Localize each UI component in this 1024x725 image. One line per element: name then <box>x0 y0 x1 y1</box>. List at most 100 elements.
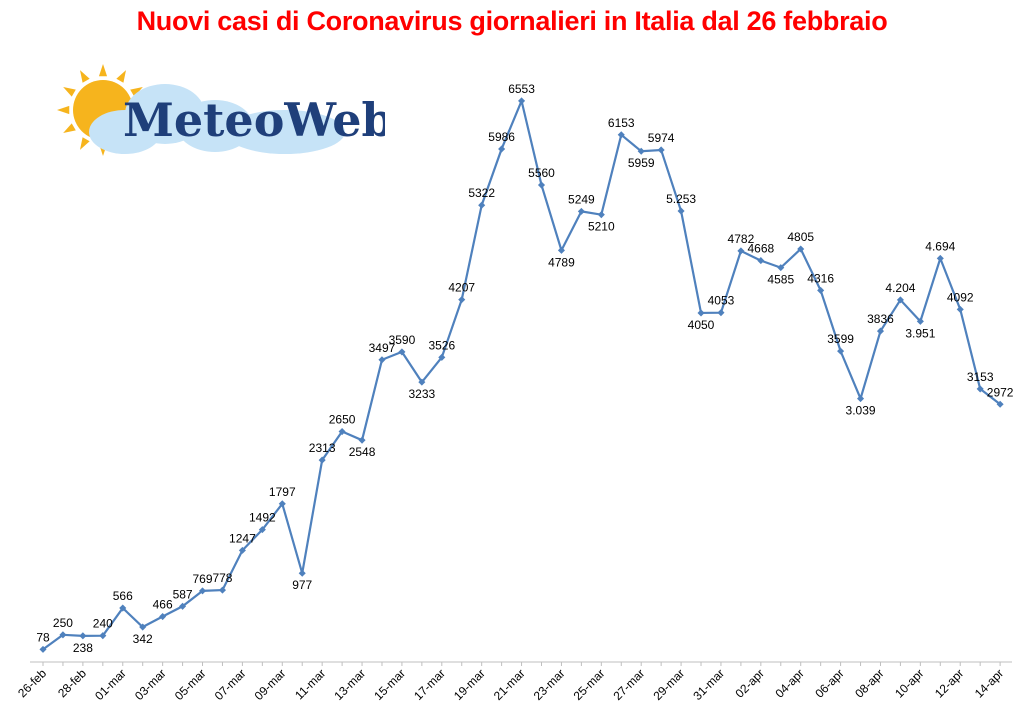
data-point <box>378 356 386 364</box>
data-point <box>737 247 745 255</box>
chart-title: Nuovi casi di Coronavirus giornalieri in… <box>136 6 888 36</box>
data-label: 2548 <box>349 445 376 459</box>
data-label: 977 <box>292 578 312 592</box>
data-point <box>438 353 446 361</box>
data-label: 3526 <box>428 338 455 352</box>
sun-ray <box>63 87 76 97</box>
data-label: 566 <box>113 589 133 603</box>
data-label: 250 <box>53 616 73 630</box>
data-label: 2972 <box>987 385 1014 399</box>
data-label: 3.039 <box>846 404 876 418</box>
data-label: 3836 <box>867 312 894 326</box>
x-tick-label: 09-mar <box>252 666 289 703</box>
data-point <box>577 207 585 215</box>
data-point <box>198 587 207 595</box>
x-tick-label: 04-apr <box>772 666 806 700</box>
x-tick-label: 11-mar <box>292 666 328 702</box>
data-point <box>458 296 466 304</box>
x-tick-label: 27-mar <box>611 666 648 703</box>
data-point <box>119 604 127 612</box>
data-point <box>358 436 366 444</box>
data-point <box>697 309 705 317</box>
x-tick-label: 12-apr <box>932 666 966 700</box>
data-label: 3153 <box>967 370 994 384</box>
data-label: 769 <box>193 572 213 586</box>
data-point <box>857 395 865 403</box>
data-label: 778 <box>212 571 232 585</box>
data-point <box>817 286 825 294</box>
data-point <box>238 546 246 554</box>
data-point <box>59 631 67 639</box>
x-axis-ticks <box>42 662 1001 666</box>
data-point <box>159 612 167 621</box>
x-tick-label: 03-mar <box>132 666 169 703</box>
x-tick-label: 02-apr <box>733 666 767 700</box>
data-point <box>936 254 944 262</box>
sun-ray <box>63 123 76 133</box>
x-tick-label: 26-feb <box>15 666 49 700</box>
data-label: 3599 <box>827 332 854 346</box>
data-point <box>318 456 326 464</box>
data-point <box>298 569 306 577</box>
sun-ray <box>57 105 70 115</box>
x-tick-label: 17-mar <box>411 666 448 703</box>
data-label: 1797 <box>269 485 296 499</box>
data-point <box>218 586 226 594</box>
series-line <box>42 97 1001 651</box>
sun-ray <box>116 70 126 83</box>
logo-wordmark: MeteoWeb <box>123 93 385 147</box>
data-label: 4092 <box>947 290 974 304</box>
data-point <box>876 327 885 335</box>
data-point <box>797 245 805 253</box>
data-point <box>597 211 605 219</box>
data-point <box>338 427 346 436</box>
data-label: 5974 <box>648 131 675 145</box>
data-label: 4316 <box>807 271 834 285</box>
sun-ray <box>130 87 143 97</box>
data-point <box>757 257 765 265</box>
data-label: 2650 <box>329 413 356 427</box>
x-tick-label: 19-mar <box>451 666 488 703</box>
data-point <box>956 305 964 313</box>
data-point <box>976 385 984 393</box>
data-label: 78 <box>36 630 50 644</box>
data-label: 240 <box>93 617 113 631</box>
x-tick-label: 01-mar <box>92 666 129 703</box>
data-label: 4.204 <box>885 281 915 295</box>
data-point <box>398 348 406 356</box>
data-point <box>777 264 785 272</box>
data-label: 4782 <box>728 232 755 246</box>
data-label: 5560 <box>528 166 555 180</box>
data-label: 342 <box>133 632 153 646</box>
data-label: 5986 <box>488 130 515 144</box>
data-point <box>478 201 486 209</box>
data-label: 4050 <box>688 318 715 332</box>
x-tick-label: 29-mar <box>650 666 687 703</box>
data-point <box>278 500 286 508</box>
data-label: 6153 <box>608 116 635 130</box>
data-point <box>139 623 147 631</box>
data-label: 3590 <box>389 333 416 347</box>
sun-ray <box>80 70 90 83</box>
data-point <box>418 378 426 386</box>
data-label: 4053 <box>708 294 735 308</box>
sun-ray <box>98 64 108 77</box>
data-point <box>39 645 47 653</box>
data-points <box>39 97 1004 653</box>
x-tick-label: 08-apr <box>852 666 886 700</box>
meteoweb-logo: MeteoWeb <box>57 64 385 156</box>
x-tick-label: 13-mar <box>331 666 368 703</box>
data-label: 4668 <box>747 242 774 256</box>
data-point <box>518 97 526 105</box>
data-point <box>896 296 904 304</box>
x-tick-label: 06-apr <box>812 666 846 700</box>
data-label: 3233 <box>409 387 436 401</box>
x-tick-label: 25-mar <box>571 666 608 703</box>
data-point <box>557 246 565 254</box>
data-point <box>837 347 845 355</box>
data-label: 466 <box>153 598 173 612</box>
data-label: 2313 <box>309 441 336 455</box>
data-label: 1492 <box>249 511 276 525</box>
